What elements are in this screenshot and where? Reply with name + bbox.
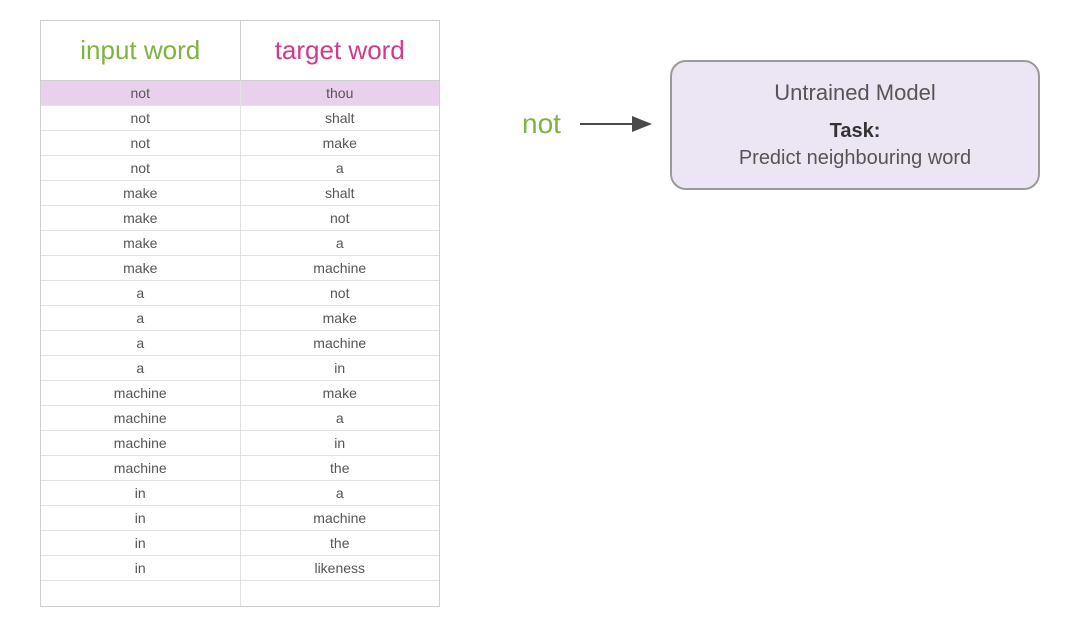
- cell-input: in: [41, 506, 240, 530]
- flow-input-word: not: [522, 108, 561, 140]
- cell-target: shalt: [240, 181, 440, 205]
- model-task-label: Task:: [830, 120, 881, 143]
- cell-input: a: [41, 356, 240, 380]
- cell-target: [240, 581, 440, 606]
- table-row: machinemake: [41, 381, 439, 406]
- table-body: notthounotshaltnotmakenotamakeshaltmaken…: [41, 81, 439, 606]
- cell-target: a: [240, 406, 440, 430]
- cell-input: make: [41, 181, 240, 205]
- cell-input: make: [41, 256, 240, 280]
- cell-target: the: [240, 531, 440, 555]
- table-row: notmake: [41, 131, 439, 156]
- cell-target: machine: [240, 256, 440, 280]
- cell-target: a: [240, 156, 440, 180]
- cell-target: a: [240, 231, 440, 255]
- table-row: [41, 581, 439, 606]
- table-row: machinein: [41, 431, 439, 456]
- cell-input: [41, 581, 240, 606]
- table-row: makeshalt: [41, 181, 439, 206]
- header-input-word: input word: [41, 21, 240, 80]
- cell-input: not: [41, 106, 240, 130]
- cell-target: not: [240, 281, 440, 305]
- training-pairs-table: input word target word notthounotshaltno…: [40, 20, 440, 607]
- cell-input: in: [41, 556, 240, 580]
- diagram-stage: input word target word notthounotshaltno…: [0, 0, 1080, 627]
- table-row: anot: [41, 281, 439, 306]
- table-row: machinethe: [41, 456, 439, 481]
- cell-target: in: [240, 431, 440, 455]
- cell-target: the: [240, 456, 440, 480]
- table-row: ina: [41, 481, 439, 506]
- cell-target: machine: [240, 506, 440, 530]
- cell-input: a: [41, 331, 240, 355]
- cell-target: not: [240, 206, 440, 230]
- model-box: Untrained Model Task: Predict neighbouri…: [670, 60, 1040, 190]
- table-row: machinea: [41, 406, 439, 431]
- table-row: inthe: [41, 531, 439, 556]
- cell-input: not: [41, 156, 240, 180]
- table-row: makenot: [41, 206, 439, 231]
- table-row: makea: [41, 231, 439, 256]
- table-row: notthou: [41, 81, 439, 106]
- cell-input: in: [41, 531, 240, 555]
- cell-input: a: [41, 306, 240, 330]
- table-row: makemachine: [41, 256, 439, 281]
- table-row: amachine: [41, 331, 439, 356]
- header-target-word: target word: [240, 21, 440, 80]
- cell-target: in: [240, 356, 440, 380]
- cell-target: make: [240, 131, 440, 155]
- cell-input: a: [41, 281, 240, 305]
- table-row: ain: [41, 356, 439, 381]
- cell-input: not: [41, 81, 240, 105]
- cell-input: not: [41, 131, 240, 155]
- model-title: Untrained Model: [774, 80, 935, 106]
- cell-target: shalt: [240, 106, 440, 130]
- model-task-text: Predict neighbouring word: [739, 147, 971, 170]
- cell-target: thou: [240, 81, 440, 105]
- table-header-row: input word target word: [41, 21, 439, 81]
- cell-input: machine: [41, 456, 240, 480]
- cell-input: machine: [41, 381, 240, 405]
- table-row: notshalt: [41, 106, 439, 131]
- table-row: nota: [41, 156, 439, 181]
- cell-input: make: [41, 231, 240, 255]
- cell-target: make: [240, 381, 440, 405]
- cell-input: machine: [41, 431, 240, 455]
- cell-input: in: [41, 481, 240, 505]
- cell-target: make: [240, 306, 440, 330]
- cell-target: machine: [240, 331, 440, 355]
- table-row: inmachine: [41, 506, 439, 531]
- table-row: inlikeness: [41, 556, 439, 581]
- table-row: amake: [41, 306, 439, 331]
- cell-input: machine: [41, 406, 240, 430]
- cell-target: a: [240, 481, 440, 505]
- cell-input: make: [41, 206, 240, 230]
- cell-target: likeness: [240, 556, 440, 580]
